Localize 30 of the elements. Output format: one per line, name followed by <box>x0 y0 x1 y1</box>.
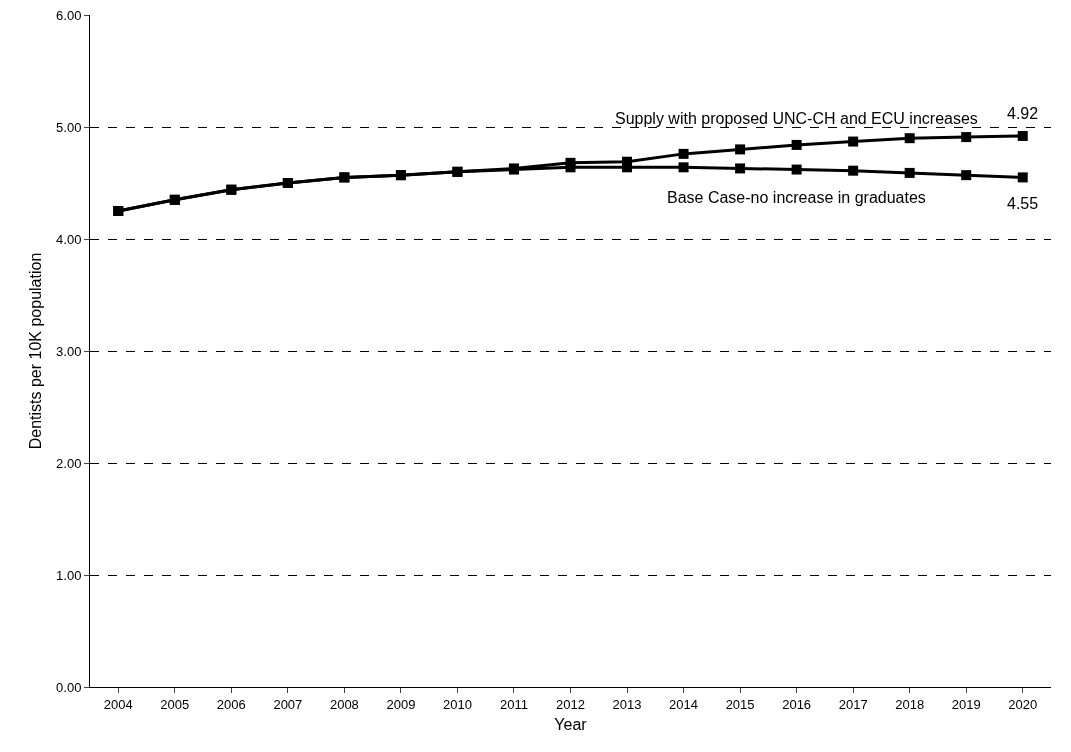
x-tick-label: 2006 <box>216 696 246 712</box>
x-tick-label: 2018 <box>895 696 925 712</box>
x-axis-title: Year <box>554 716 588 734</box>
y-axis-title: Dentists per 10K population <box>26 252 44 450</box>
data-label: 4.55 <box>1007 195 1039 212</box>
y-tick-label: 0.00 <box>56 679 82 695</box>
x-tick-label: 2019 <box>951 696 981 712</box>
y-tick-label: 1.00 <box>56 567 82 583</box>
x-tick-label: 2012 <box>556 696 585 712</box>
y-tick-label: 4.00 <box>56 231 82 247</box>
y-tick-label: 5.00 <box>56 119 82 135</box>
x-tick-label: 2010 <box>442 696 472 712</box>
x-tick-label: 2011 <box>499 696 528 712</box>
x-tick-label: 2004 <box>103 696 133 712</box>
x-tick-label: 2016 <box>782 696 812 712</box>
x-tick-label: 2007 <box>273 696 303 712</box>
x-tick-label: 2009 <box>386 696 416 712</box>
x-tick-label: 2013 <box>612 696 642 712</box>
x-tick-label: 2020 <box>1008 696 1038 712</box>
x-tick-label: 2014 <box>669 696 699 712</box>
data-label: 4.92 <box>1007 105 1039 122</box>
y-tick-label: 2.00 <box>56 455 82 471</box>
x-tick-label: 2008 <box>329 696 359 712</box>
y-tick-label: 3.00 <box>56 343 82 359</box>
x-tick-label: 2005 <box>160 696 190 712</box>
series-label: Supply with proposed UNC-CH and ECU increases <box>615 110 978 127</box>
y-tick-label: 6.00 <box>56 7 82 23</box>
x-tick-label: 2015 <box>725 696 755 712</box>
x-tick-label: 2017 <box>838 696 868 712</box>
series-label: Base Case-no increase in graduates <box>667 189 926 206</box>
